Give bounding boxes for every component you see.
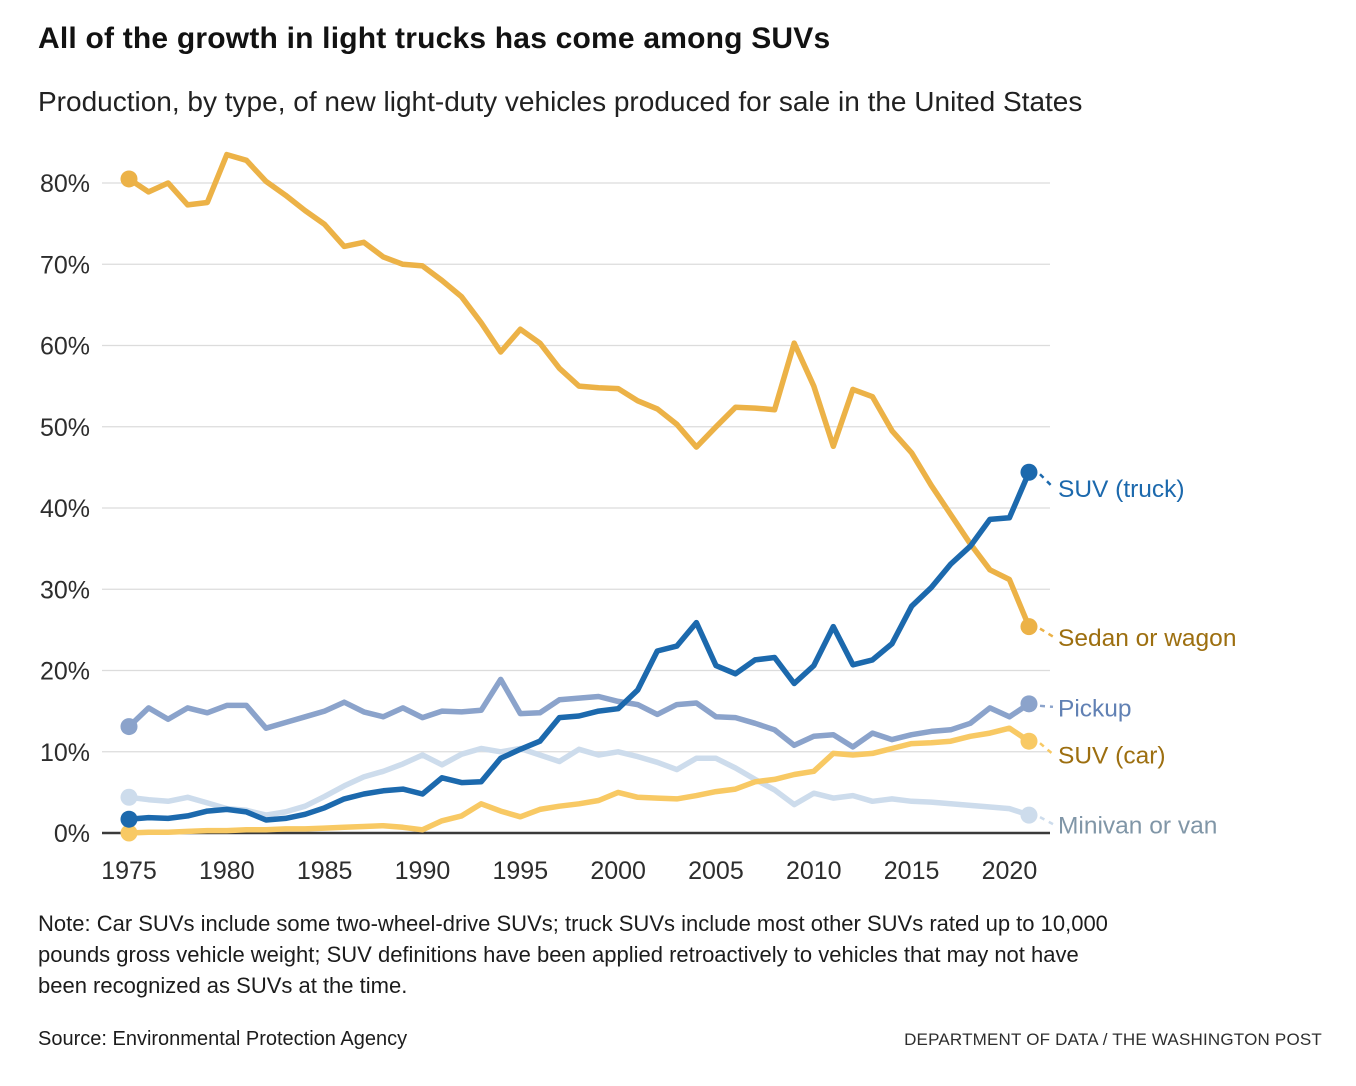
x-axis-label-1990: 1990	[395, 857, 451, 885]
x-axis-label-1995: 1995	[492, 857, 548, 885]
publisher-credit: DEPARTMENT OF DATA / THE WASHINGTON POST	[904, 1030, 1322, 1049]
series-end-dot-suv-truck	[1020, 463, 1038, 481]
series-markers-group: Minivan or van SUV (car) Pickup Sedan or wa…	[120, 170, 1236, 842]
series-label-pickup: Pickup	[1058, 695, 1132, 722]
series-start-dot-sedan	[120, 170, 138, 188]
chart-title: All of the growth in light trucks has co…	[38, 22, 831, 55]
x-axis-label-1985: 1985	[297, 857, 353, 885]
series-end-dot-pickup	[1020, 695, 1038, 713]
label-leader-pickup	[1039, 704, 1054, 709]
x-axis-label-1980: 1980	[199, 857, 255, 885]
series-start-dot-minivan	[120, 788, 138, 806]
series-label-suv-truck: SUV (truck)	[1058, 476, 1185, 503]
note-line-2: pounds gross vehicle weight; SUV definit…	[38, 942, 1079, 967]
series-line-pickup	[126, 676, 1032, 750]
series-start-dot-suv-car	[120, 824, 138, 842]
series-line-suv-truck	[126, 469, 1032, 823]
x-axis-label-2015: 2015	[884, 857, 940, 885]
series-group	[126, 151, 1032, 836]
y-axis-label-20: 20%	[40, 658, 90, 686]
y-axis-label-60: 60%	[40, 333, 90, 361]
series-start-dot-suv-truck	[120, 810, 138, 828]
gridlines-group	[102, 182, 1050, 835]
y-axis-label-70: 70%	[40, 251, 90, 279]
series-line-sedan	[126, 151, 1032, 630]
y-axis-label-10: 10%	[40, 739, 90, 767]
x-axis-label-1975: 1975	[101, 857, 157, 885]
label-leader-suv-car	[1039, 742, 1054, 756]
x-axis-labels-group: 1975 1980 1985 1990 1995 2000 2005 2010 2015 2020	[101, 857, 1037, 885]
series-line-suv-car	[126, 725, 1032, 836]
y-axis-label-80: 80%	[40, 170, 90, 198]
series-line-minivan	[126, 745, 1032, 818]
label-leader-sedan	[1039, 627, 1054, 638]
footer-row: Source: Environmental Protection Agency …	[38, 1028, 1322, 1051]
x-axis-label-2010: 2010	[786, 857, 842, 885]
y-axis-label-40: 40%	[40, 495, 90, 523]
chart-subtitle: Production, by type, of new light-duty v…	[38, 86, 1083, 117]
series-end-dot-sedan	[1020, 618, 1038, 636]
note-block: Note: Car SUVs include some two-wheel-dr…	[38, 908, 1108, 1001]
series-start-dot-pickup	[120, 718, 138, 736]
note-line-3: been recognized as SUVs at the time.	[38, 973, 408, 998]
series-label-suv-car: SUV (car)	[1058, 743, 1166, 770]
y-axis-label-0: 0%	[54, 820, 90, 848]
y-axis-labels-group: 0% 10% 20% 30% 40% 50% 60% 70% 80%	[40, 170, 90, 848]
series-label-minivan: Minivan or van	[1058, 813, 1217, 840]
x-axis-label-2005: 2005	[688, 857, 744, 885]
series-end-dot-minivan	[1020, 806, 1038, 824]
series-end-dot-suv-car	[1020, 732, 1038, 750]
note-line-1: Note: Car SUVs include some two-wheel-dr…	[38, 911, 1108, 936]
y-axis-label-50: 50%	[40, 414, 90, 442]
source-attribution: Source: Environmental Protection Agency	[38, 1028, 408, 1050]
label-leader-suv-truck	[1039, 473, 1054, 489]
x-axis-label-2000: 2000	[590, 857, 646, 885]
y-axis-label-30: 30%	[40, 576, 90, 604]
x-axis-label-2020: 2020	[982, 857, 1038, 885]
series-label-sedan: Sedan or wagon	[1058, 625, 1236, 652]
label-leader-minivan	[1039, 816, 1054, 826]
